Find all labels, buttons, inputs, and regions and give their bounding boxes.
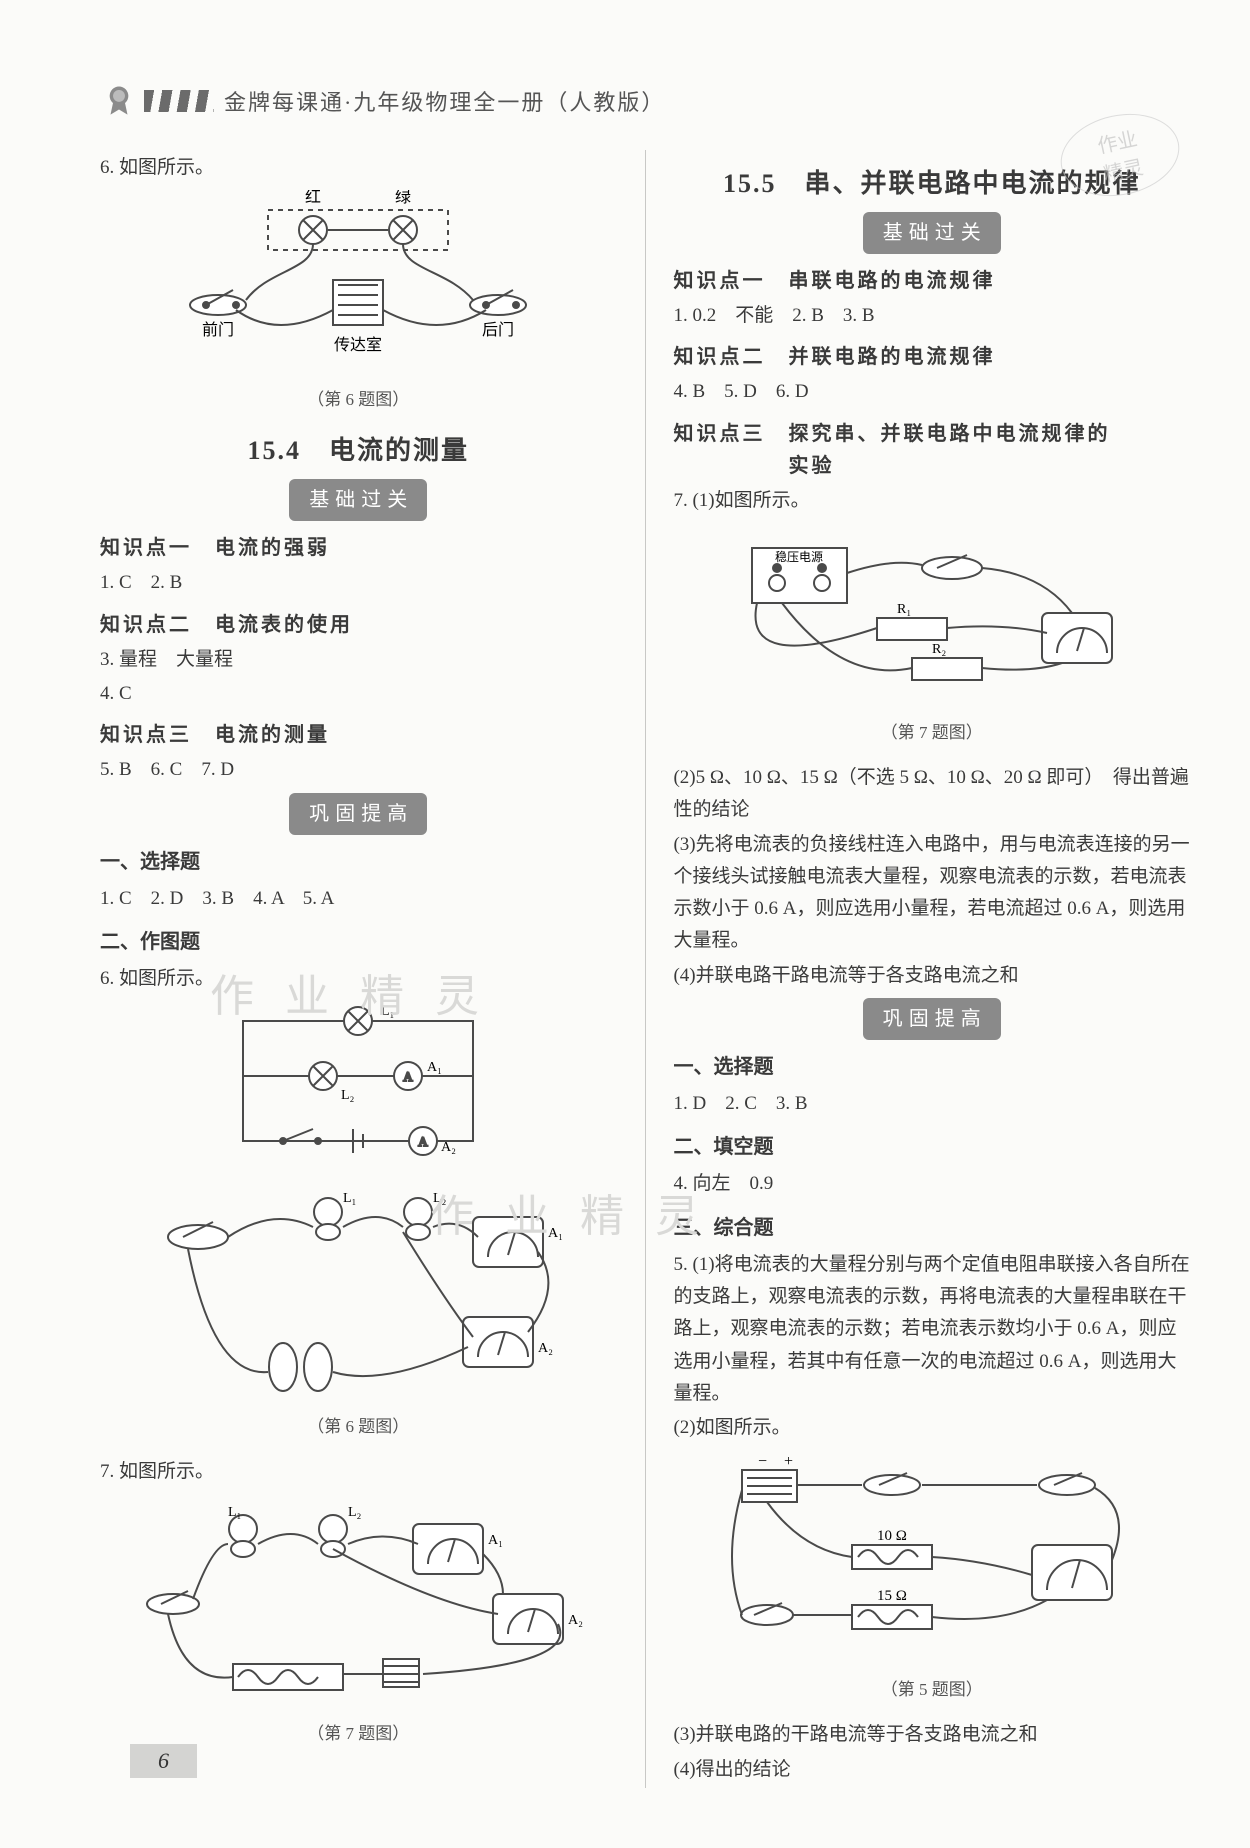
sub-choice: 一、选择题	[100, 845, 617, 879]
badge-row-adv: 巩固提高	[100, 793, 617, 835]
badge-basic: 基础过关	[289, 479, 427, 521]
figure-6a: 红 绿 前门 后门 传达室	[100, 190, 617, 380]
badge-row: 基础过关	[100, 479, 617, 521]
label-a1: A₁	[427, 1060, 442, 1075]
q6b-intro: 6. 如图所示。	[100, 963, 617, 995]
kp1: 知识点一 电流的强弱	[100, 531, 617, 565]
label-a1-7: A₁	[488, 1533, 503, 1548]
sub-choice-r: 一、选择题	[673, 1050, 1190, 1084]
badge-adv: 巩固提高	[289, 793, 427, 835]
kp2: 知识点二 电流表的使用	[100, 608, 617, 642]
q5-4: (4)得出的结论	[673, 1754, 1190, 1786]
badge-basic-r: 基础过关	[863, 212, 1001, 254]
label-l1-7: L₁	[228, 1505, 241, 1520]
page: 金牌每课通·九年级物理全一册（人教版） 作业 精灵 作 业 精 灵 作 业 精 …	[0, 0, 1250, 1848]
figure-7: L₁ L₂ A₁ A₂	[100, 1494, 617, 1714]
label-l2p: L₂	[433, 1191, 447, 1206]
label-a2-7: A₂	[568, 1613, 583, 1628]
label-l1: L₁	[381, 1004, 394, 1019]
fig6b-caption: （第 6 题图）	[100, 1413, 617, 1442]
fig5r-caption: （第 5 题图）	[673, 1676, 1190, 1705]
kp1-ans: 1. C 2. B	[100, 567, 617, 599]
sub-fill-r: 二、填空题	[673, 1130, 1190, 1164]
q7-intro-r: 7. (1)如图所示。	[673, 485, 1190, 517]
figure-7r: 稳压电源 R₁ R₂	[673, 523, 1190, 713]
badge-row-adv-r: 巩固提高	[673, 998, 1190, 1040]
fig6a-caption: （第 6 题图）	[100, 386, 617, 415]
label-plus: +	[784, 1453, 793, 1470]
kp3-r: 知识点三 探究串、并联电路中电流规律的	[673, 417, 1190, 451]
label-l2-7: L₂	[348, 1505, 362, 1520]
q5-1: 5. (1)将电流表的大量程分别与两个定值电阻串联接入各自所在的支路上，观察电流…	[673, 1249, 1190, 1410]
figure-6b-pictorial: L₁ L₂ A₁ A₂	[100, 1177, 617, 1407]
choice-ans: 1. C 2. D 3. B 4. A 5. A	[100, 883, 617, 915]
label-r1: R₁	[897, 602, 911, 617]
choice-ans-r: 1. D 2. C 3. B	[673, 1088, 1190, 1120]
figure-5r: − + 10 Ω 15 Ω	[673, 1450, 1190, 1670]
sub-draw: 二、作图题	[100, 925, 617, 959]
label-a2: A₂	[441, 1140, 456, 1155]
q7-4: (4)并联电路干路电流等于各支路电流之和	[673, 960, 1190, 992]
q7-intro: 7. 如图所示。	[100, 1456, 617, 1488]
svg-text:A: A	[419, 1134, 429, 1149]
q7-3: (3)先将电流表的负接线柱连入电路中，用与电流表连接的另一个接线头试接触电流表大…	[673, 829, 1190, 958]
kp2-q4: 4. C	[100, 678, 617, 710]
label-back: 后门	[482, 321, 514, 339]
sub-comp-r: 三、综合题	[673, 1211, 1190, 1245]
label-r15: 15 Ω	[877, 1588, 907, 1604]
label-src: 稳压电源	[775, 549, 823, 564]
label-r2: R₂	[932, 642, 946, 657]
svg-text:A: A	[404, 1069, 414, 1084]
label-front: 前门	[202, 321, 234, 339]
kp3b-r: 实验	[673, 449, 1190, 483]
q7-2: (2)5 Ω、10 Ω、15 Ω（不选 5 Ω、10 Ω、20 Ω 即可） 得出…	[673, 762, 1190, 827]
kp3: 知识点三 电流的测量	[100, 718, 617, 752]
label-minus: −	[758, 1453, 767, 1470]
fill-ans-r: 4. 向左 0.9	[673, 1168, 1190, 1200]
label-a1p: A₁	[548, 1226, 563, 1241]
ribbon-icon	[100, 84, 138, 118]
label-red: 红	[305, 190, 321, 206]
label-l2: L₂	[341, 1088, 355, 1103]
left-column: 6. 如图所示。	[100, 150, 617, 1788]
content-columns: 6. 如图所示。	[100, 150, 1190, 1788]
book-title: 金牌每课通·九年级物理全一册（人教版）	[224, 85, 665, 117]
label-green: 绿	[395, 190, 411, 206]
badge-row-r: 基础过关	[673, 212, 1190, 254]
kp2-r: 知识点二 并联电路的电流规律	[673, 340, 1190, 374]
kp1-ans-r: 1. 0.2 不能 2. B 3. B	[673, 300, 1190, 332]
fig7r-caption: （第 7 题图）	[673, 719, 1190, 748]
kp1-r: 知识点一 串联电路的电流规律	[673, 264, 1190, 298]
slash-decor	[144, 90, 214, 112]
q5-3: (3)并联电路的干路电流等于各支路电流之和	[673, 1719, 1190, 1751]
label-room: 传达室	[334, 336, 382, 354]
label-a2p: A₂	[538, 1341, 553, 1356]
section-15-4: 15.4 电流的测量	[100, 429, 617, 473]
label-r10: 10 Ω	[877, 1528, 907, 1544]
figure-6b-schematic: A A L₁ L₂ A₁ A₂	[100, 1001, 617, 1171]
kp2-q3: 3. 量程 大量程	[100, 644, 617, 676]
page-number: 6	[130, 1744, 197, 1778]
column-divider	[645, 150, 646, 1788]
q5-2: (2)如图所示。	[673, 1412, 1190, 1444]
header: 金牌每课通·九年级物理全一册（人教版）	[100, 85, 1170, 117]
right-column: 15.5 串、并联电路中电流的规律 基础过关 知识点一 串联电路的电流规律 1.…	[673, 150, 1190, 1788]
label-l1p: L₁	[343, 1191, 356, 1206]
q6-intro: 6. 如图所示。	[100, 152, 617, 184]
kp2-ans-r: 4. B 5. D 6. D	[673, 376, 1190, 408]
badge-adv-r: 巩固提高	[863, 998, 1001, 1040]
kp3-ans: 5. B 6. C 7. D	[100, 754, 617, 786]
